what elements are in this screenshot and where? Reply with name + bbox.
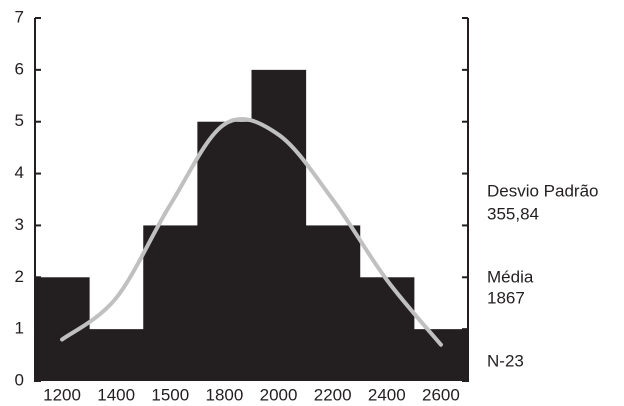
- annotation: 1867: [487, 288, 525, 307]
- bar: [305, 225, 361, 381]
- y-tick-label: 6: [15, 59, 24, 78]
- bar: [413, 329, 469, 381]
- x-tick-label: 1500: [151, 385, 189, 404]
- bar: [359, 277, 415, 381]
- y-tick-label: 4: [15, 163, 24, 182]
- y-tick-label: 3: [15, 215, 24, 234]
- annotation: 355,84: [487, 204, 539, 223]
- x-tick-label: 1400: [97, 385, 135, 404]
- y-tick-label: 7: [15, 7, 24, 26]
- x-tick-label: 2200: [314, 385, 352, 404]
- annotation: N-23: [487, 351, 524, 370]
- fit-curve: [60, 117, 443, 347]
- annotation: Média: [487, 267, 534, 286]
- x-tick-label: 1200: [43, 385, 81, 404]
- bar: [89, 329, 144, 381]
- y-tick-label: 5: [15, 111, 24, 130]
- x-tick-label: 2000: [260, 385, 298, 404]
- bar: [143, 225, 198, 381]
- y-tick-label: 0: [15, 370, 24, 389]
- annotation: Desvio Padrão: [487, 181, 599, 200]
- x-tick-label: 2400: [368, 385, 406, 404]
- y-tick-label: 2: [15, 267, 24, 286]
- x-tick-label: 1800: [206, 385, 244, 404]
- y-tick-label: 1: [15, 319, 24, 338]
- bar: [197, 121, 252, 381]
- x-tick-label: 2600: [422, 385, 460, 404]
- bar: [251, 69, 307, 381]
